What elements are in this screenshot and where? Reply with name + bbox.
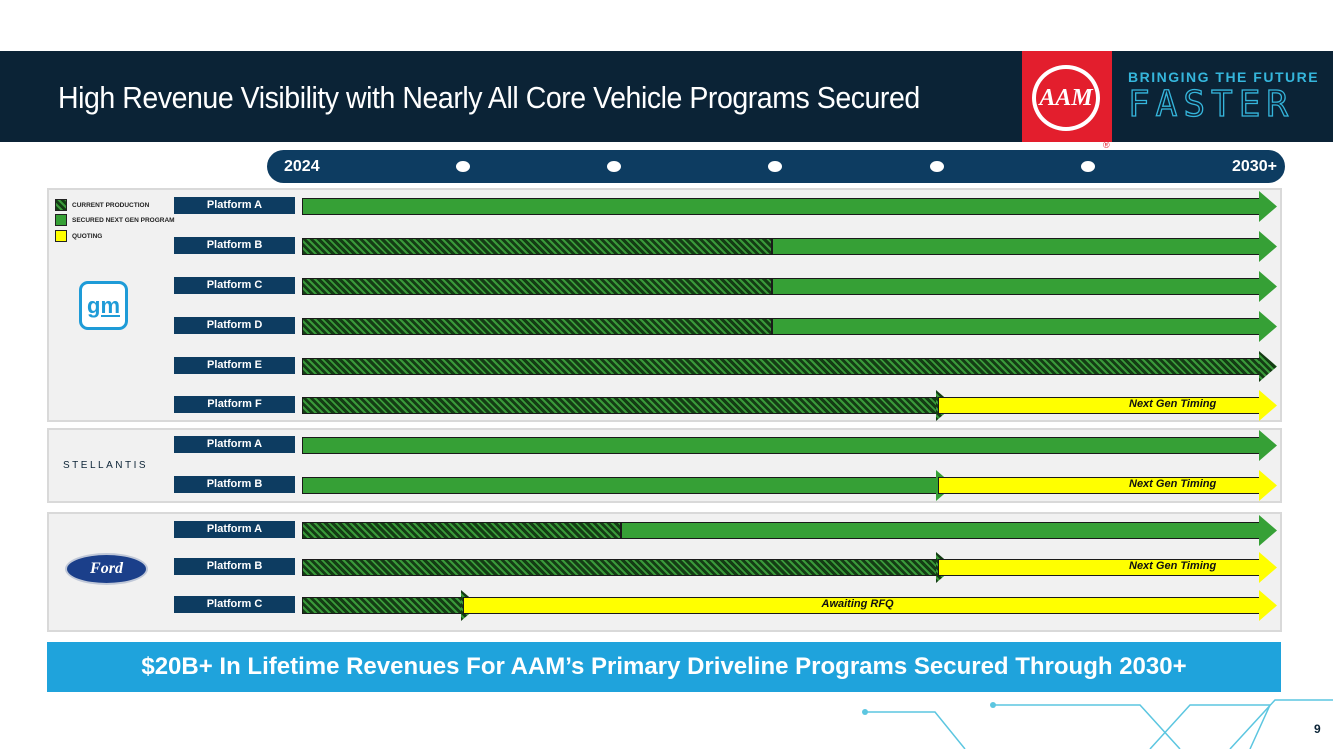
timeline-tick (768, 161, 782, 172)
legend-secured: SECURED NEXT GEN PROGRAM (55, 214, 175, 226)
page-title: High Revenue Visibility with Nearly All … (58, 80, 920, 115)
platform-label: Platform A (174, 197, 295, 214)
program-bar-hatch (302, 238, 772, 255)
timeline-tick (456, 161, 470, 172)
gm-logo: gm (79, 281, 128, 330)
program-note: Next Gen Timing (1129, 560, 1217, 572)
platform-label: Platform A (174, 521, 295, 538)
program-bar-hatch (302, 559, 938, 576)
program-bar-hatch (302, 278, 772, 295)
program-bar-hatch (302, 358, 1260, 375)
timeline-tick (607, 161, 621, 172)
aam-logo: AAM (1022, 51, 1112, 142)
green-swatch (55, 214, 67, 226)
program-bar-green (302, 437, 1260, 454)
legend-current-production: CURRENT PRODUCTION (55, 199, 149, 211)
platform-label: Platform B (174, 476, 295, 493)
revenue-banner: $20B+ In Lifetime Revenues For AAM’s Pri… (47, 642, 1281, 692)
stellantis-logo: STELLANTIS (63, 460, 149, 471)
platform-label: Platform E (174, 357, 295, 374)
platform-label: Platform B (174, 237, 295, 254)
legend-quoting: QUOTING (55, 230, 102, 242)
program-note: Next Gen Timing (1129, 398, 1217, 410)
timeline-tick (1081, 161, 1095, 172)
platform-label: Platform B (174, 558, 295, 575)
program-bar-green (302, 477, 938, 494)
page-number: 9 (1314, 722, 1321, 736)
platform-label: Platform C (174, 596, 295, 613)
registered-mark: ® (1103, 140, 1110, 150)
program-bar-hatch (302, 397, 938, 414)
platform-label: Platform D (174, 317, 295, 334)
timeline-tick (930, 161, 944, 172)
program-note: Next Gen Timing (1129, 478, 1217, 490)
hatch-swatch (55, 199, 67, 211)
program-bar-green (772, 238, 1260, 255)
program-bar-hatch (302, 318, 772, 335)
platform-label: Platform A (174, 436, 295, 453)
platform-label: Platform F (174, 396, 295, 413)
tagline-top: BRINGING THE FUTURE (1128, 69, 1320, 85)
timeline-start: 2024 (284, 158, 320, 175)
timeline-end: 2030+ (1232, 158, 1277, 175)
gm-group (47, 188, 1282, 422)
ford-logo: Ford (65, 553, 148, 585)
program-bar-green (772, 278, 1260, 295)
yellow-swatch (55, 230, 67, 242)
platform-label: Platform C (174, 277, 295, 294)
program-bar-green (772, 318, 1260, 335)
tagline-bottom: FASTER (1127, 83, 1295, 125)
program-note: Awaiting RFQ (821, 598, 894, 610)
program-bar-green (621, 522, 1260, 539)
program-bar-green (302, 198, 1260, 215)
program-bar-hatch (302, 522, 621, 539)
program-bar-hatch (302, 597, 463, 614)
circuit-decoration (862, 699, 1333, 749)
